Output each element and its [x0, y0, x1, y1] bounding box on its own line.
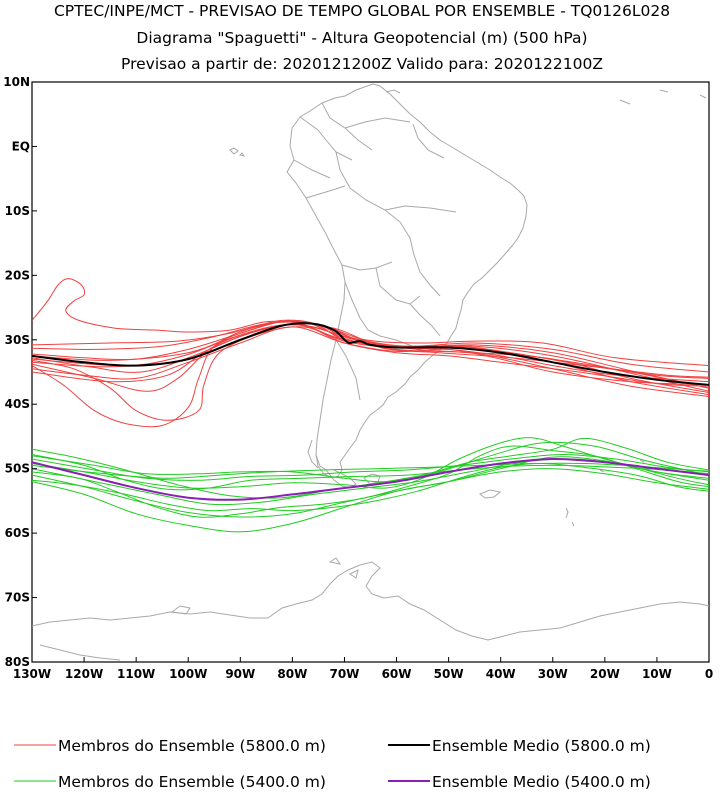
chart-title-line3: Previsao a partir de: 2020121200Z Valido… — [121, 55, 603, 73]
galapagos-islands — [229, 147, 246, 157]
ensemble-member-5400-line — [32, 454, 709, 481]
ensemble-member-5400-line — [32, 445, 709, 518]
x-tick-label: 130W — [13, 667, 51, 681]
chart-title-line2: Diagrama "Spaguetti" - Altura Geopotenci… — [136, 29, 587, 47]
x-tick-label: 70W — [329, 667, 359, 681]
legend: Membros do Ensemble (5800.0 m) Ensemble … — [14, 737, 651, 791]
ensemble-mean-5800-line — [32, 322, 709, 386]
country-borders — [293, 102, 457, 401]
y-tick-label: 20S — [5, 268, 30, 282]
legend-label-mean-5400: Ensemble Medio (5400.0 m) — [432, 773, 651, 791]
y-tick-label: 40S — [5, 397, 30, 411]
tristan-islands — [599, 459, 645, 473]
antarctic-ice-shelf — [39, 644, 121, 661]
series-layer — [32, 278, 709, 533]
y-tick-label: 60S — [5, 526, 30, 540]
caribbean-islands — [385, 89, 707, 105]
ensemble-member-5800-line — [32, 319, 709, 367]
y-tick-label: 10N — [3, 75, 30, 89]
ensemble-member-5800-line — [32, 321, 709, 379]
y-tick-label: EQ — [12, 139, 30, 153]
south-america-coastline — [286, 83, 528, 479]
antarctic-peninsula-coastline — [267, 561, 709, 641]
ensemble-member-5800-line — [32, 324, 709, 387]
x-tick-label: 80W — [277, 667, 307, 681]
y-tick-label: 10S — [5, 204, 30, 218]
ensemble-member-5800-line — [32, 278, 709, 389]
x-tick-label: 0 — [705, 667, 713, 681]
falklands-coastline — [363, 473, 381, 485]
ensemble-member-5400-line — [32, 463, 709, 512]
y-tick-label: 30S — [5, 333, 30, 347]
ensemble-member-5800-line — [32, 323, 709, 378]
x-tick-label: 50W — [434, 667, 464, 681]
x-tick-label: 110W — [117, 667, 155, 681]
ensemble-member-5800-line — [32, 320, 709, 428]
ensemble-member-5400-line — [32, 456, 709, 533]
antarctic-islands — [170, 557, 359, 615]
x-tick-label: 60W — [382, 667, 412, 681]
x-tick-label: 30W — [538, 667, 568, 681]
x-tick-label: 120W — [65, 667, 103, 681]
legend-label-members-5400: Membros do Ensemble (5400.0 m) — [58, 773, 326, 791]
axes: 130W 120W 110W 100W 90W 80W 70W 60W 50W 40W 30W 20W… — [3, 75, 713, 681]
south-georgia-island — [479, 489, 502, 499]
y-tick-label: 70S — [5, 591, 30, 605]
ensemble-member-5400-line — [32, 437, 709, 483]
ensemble-mean-5400-line — [32, 457, 709, 501]
legend-label-mean-5800: Ensemble Medio (5800.0 m) — [432, 737, 651, 755]
y-tick-label: 80S — [5, 655, 30, 669]
x-tick-label: 20W — [590, 667, 620, 681]
x-tick-label: 100W — [169, 667, 207, 681]
ensemble-member-5400-line — [32, 437, 709, 489]
legend-label-members-5800: Membros do Ensemble (5800.0 m) — [58, 737, 326, 755]
x-tick-label: 90W — [225, 667, 255, 681]
chart-title-line1: CPTEC/INPE/MCT - PREVISAO DE TEMPO GLOBA… — [54, 2, 670, 20]
x-tick-label: 10W — [642, 667, 672, 681]
antarctica-coastline-west — [32, 611, 268, 627]
ensemble-member-5400-line — [32, 454, 709, 491]
x-tick-label: 40W — [486, 667, 516, 681]
y-tick-label: 50S — [5, 462, 30, 476]
sandwich-islands — [565, 507, 575, 527]
ensemble-member-5800-line — [32, 321, 709, 373]
coastline-map — [32, 83, 709, 661]
